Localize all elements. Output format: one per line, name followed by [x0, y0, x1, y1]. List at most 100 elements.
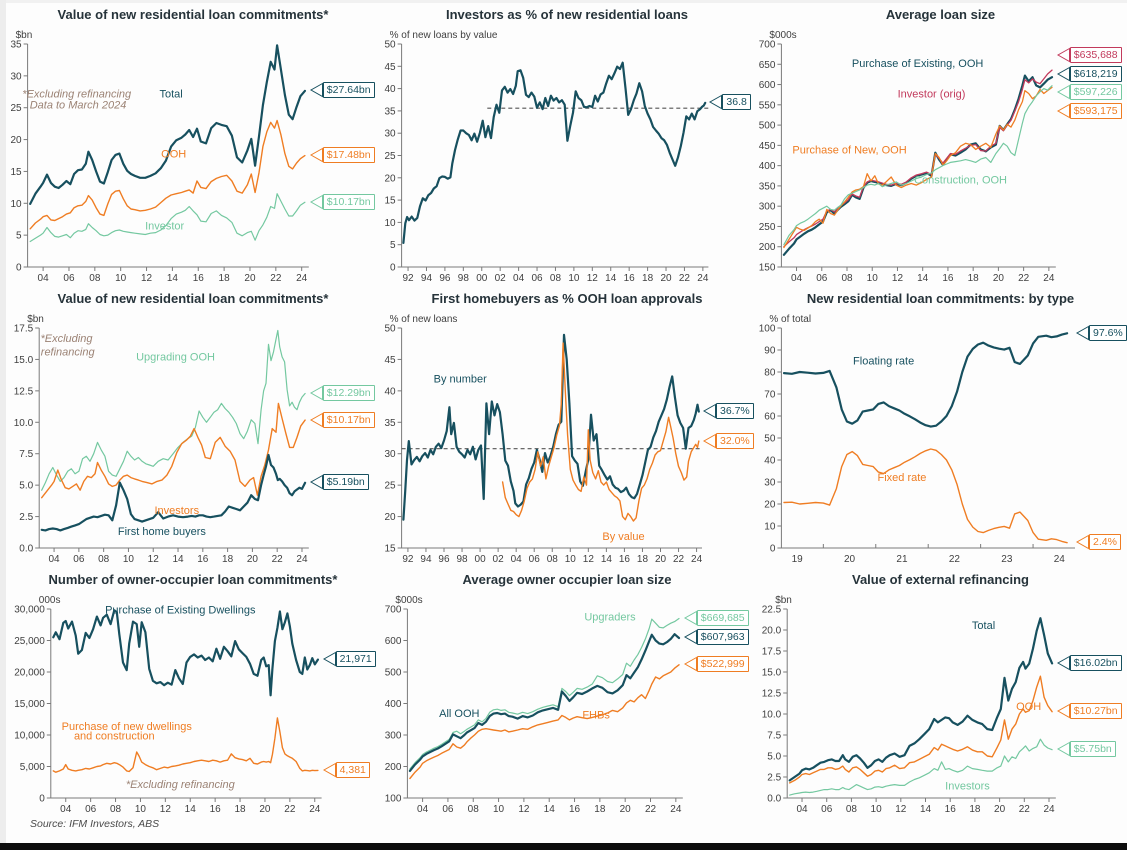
y-tick-label: 5.0 [19, 481, 33, 492]
x-tick-label: 08 [468, 804, 480, 815]
y-tick-label: 0 [770, 544, 776, 555]
y-tick-label: 0 [39, 794, 45, 805]
series-label: OOH [161, 148, 186, 160]
callout-arrow-icon [1056, 84, 1070, 100]
axis-lines [401, 328, 702, 549]
series-label: Total [159, 89, 182, 101]
x-tick-label: 04 [796, 804, 808, 815]
x-tick-label: 18 [234, 804, 246, 815]
axis-unit-label: $000s [769, 30, 796, 41]
x-tick-label: 04 [513, 273, 525, 284]
y-tick-label: 10 [10, 199, 22, 210]
series-line [29, 119, 306, 230]
callout-arrow-icon [309, 474, 323, 490]
chart-canvas: 000s 0 5,000 10,000 15,000 20,000 25,000 30,000… [6, 592, 380, 818]
x-tick-label: 22 [1019, 804, 1031, 815]
callout-arrow-icon [322, 762, 336, 778]
axis-lines [780, 328, 1075, 549]
x-tick-label: 10 [871, 804, 883, 815]
y-tick-label: 40 [384, 84, 396, 95]
x-tick-label: 18 [219, 273, 231, 284]
series-line [40, 453, 307, 532]
x-tick-label: 98 [458, 273, 470, 284]
y-tick-label: 17.5 [14, 324, 34, 335]
y-tick-label: 25 [384, 481, 396, 492]
chart-note: refinancing [41, 347, 96, 359]
x-tick-label: 12 [148, 554, 160, 565]
chart-title: Value of new residential loan commitment… [57, 291, 329, 306]
x-tick-label: 08 [98, 554, 110, 565]
chart-canvas: % of new loans by value 0 5 10 15 20 25 30 35 40 4… [380, 27, 754, 287]
value-callout: 2.4% [1075, 534, 1121, 551]
x-tick-label: 04 [417, 804, 429, 815]
y-tick-label: 650 [759, 60, 776, 71]
y-tick-label: 0 [16, 263, 22, 274]
y-tick-label: 5,000 [20, 762, 45, 773]
callout-arrow-icon [322, 651, 336, 667]
x-tick-label: 16 [945, 804, 957, 815]
y-tick-label: 17.5 [762, 647, 782, 658]
chart-canvas: $000s 100 200 300 400 500 600 700 04 06 08 10 12 14 16… [380, 592, 754, 818]
y-tick-label: 5 [390, 240, 396, 251]
series-label: Floating rate [853, 355, 914, 367]
source-attribution: Source: IFM Investors, ABS [30, 818, 160, 830]
y-tick-label: 35 [10, 40, 22, 51]
x-tick-label: 14 [544, 804, 556, 815]
x-tick-label: 24 [296, 554, 308, 565]
chart-note: *Excluding [40, 333, 93, 345]
callout-arrow-icon [1056, 741, 1070, 757]
series-line [402, 333, 700, 521]
chart-plot: 000s 0 5,000 10,000 15,000 20,000 25,000 30,000… [14, 595, 322, 815]
axis-unit-label: 000s [39, 595, 61, 606]
y-tick-label: 20,000 [14, 668, 45, 679]
axis-lines [50, 609, 322, 799]
series-label: Purchase of New, OOH [792, 144, 906, 156]
x-tick-label: 10 [135, 804, 147, 815]
x-tick-label: 16 [942, 273, 954, 284]
x-tick-label: 94 [420, 554, 432, 565]
x-tick-label: 18 [594, 804, 606, 815]
axis-lines [401, 44, 709, 268]
x-tick-label: 22 [270, 273, 282, 284]
chart-title: Value of external refinancing [852, 572, 1029, 587]
value-callout: $597,226 [1056, 84, 1122, 101]
y-tick-label: 300 [759, 202, 776, 213]
x-tick-label: 10 [568, 273, 580, 284]
callout-arrow-icon [683, 656, 697, 672]
x-tick-label: 20 [844, 554, 856, 565]
value-callout: 36.7% [702, 403, 754, 420]
callout-arrow-icon [1056, 703, 1070, 719]
series-line [52, 609, 319, 697]
y-tick-label: 700 [759, 40, 776, 51]
series-line [788, 617, 1054, 782]
callout-arrow-icon [702, 403, 716, 419]
callout-arrow-icon [683, 610, 697, 626]
y-tick-label: 2.5 [767, 773, 781, 784]
y-tick-label: 20 [764, 500, 776, 511]
x-tick-label: 20 [259, 804, 271, 815]
x-tick-label: 24 [309, 804, 321, 815]
y-tick-label: 50 [764, 434, 776, 445]
y-tick-label: 15.0 [14, 355, 34, 366]
value-callout: $5.75bn [1056, 741, 1116, 758]
x-tick-label: 04 [60, 804, 72, 815]
y-tick-label: 200 [385, 762, 402, 773]
chart-title: Average loan size [885, 7, 996, 22]
x-tick-label: 14 [185, 804, 197, 815]
y-tick-label: 45 [384, 355, 396, 366]
chart-title: First homebuyers as % OOH loan approvals [431, 291, 703, 306]
x-tick-label: 24 [697, 273, 709, 284]
x-tick-label: 08 [89, 273, 101, 284]
x-tick-label: 22 [645, 804, 657, 815]
x-tick-label: 22 [1018, 273, 1030, 284]
series-line [408, 633, 681, 772]
axis-lines [406, 609, 683, 799]
x-tick-label: 10 [123, 554, 135, 565]
x-tick-label: 24 [296, 273, 308, 284]
y-tick-label: 40 [384, 386, 396, 397]
series-label: Purchase of Existing, OOH [852, 58, 983, 70]
x-tick-label: 92 [402, 554, 414, 565]
series-line [402, 61, 707, 244]
y-tick-label: 700 [385, 605, 402, 616]
x-tick-label: 00 [476, 273, 488, 284]
